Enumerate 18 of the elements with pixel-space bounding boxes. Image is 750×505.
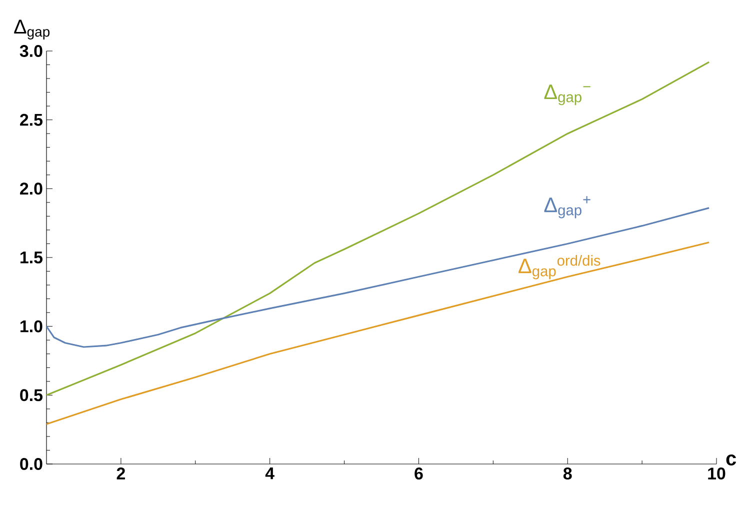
x-tick-label: 2 (116, 468, 125, 480)
y-tick-label: 1.0 (20, 320, 42, 332)
x-tick-label: 6 (414, 468, 423, 480)
series-label: Δ$_{gap}$− (544, 84, 590, 106)
y-axis-title: Δ$_{gap}$ (14, 20, 50, 40)
x-tick-label: 10 (708, 468, 726, 480)
line-series (46, 61, 710, 396)
series-label: Δ$_{gap}$+ (544, 196, 590, 218)
y-tick-label: 0.5 (20, 389, 43, 402)
y-tick-label: 3.0 (20, 44, 42, 57)
y-tick-label: 2.5 (20, 114, 43, 126)
x-tick-label: 4 (265, 468, 274, 480)
y-tick-label: 0.0 (20, 458, 42, 470)
y-tick-label: 2.0 (20, 182, 42, 195)
x-axis-title: c (726, 454, 736, 466)
y-tick-label: 1.5 (20, 252, 43, 264)
x-tick-label: 8 (563, 468, 572, 480)
series-label: Δ$_{gap}$ord/dis (518, 255, 600, 280)
